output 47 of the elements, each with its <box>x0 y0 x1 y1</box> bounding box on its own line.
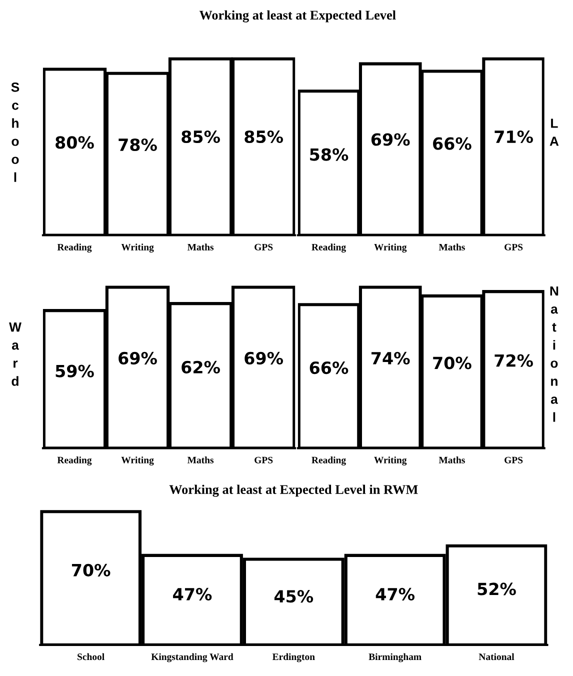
x-tick-label: Reading <box>57 456 92 466</box>
x-tick-label: Maths <box>438 244 465 250</box>
chart-title: Working at least at Expected Level in RWM <box>169 484 418 497</box>
x-tick-label: Maths <box>187 244 214 250</box>
data-label: 69% <box>371 133 410 146</box>
x-tick-label: GPS <box>504 244 523 250</box>
data-label: 66% <box>310 361 348 374</box>
x-tick-label: Reading <box>312 456 346 466</box>
data-label: 69% <box>244 352 283 364</box>
x-tick-label: National <box>478 653 514 660</box>
data-label: 70% <box>72 564 110 576</box>
data-label: 52% <box>478 582 516 596</box>
data-label: 59% <box>56 364 94 378</box>
data-label: 45% <box>274 590 314 603</box>
chart-title: Working at least at Expected Level <box>199 10 396 22</box>
data-label: 71% <box>494 130 533 144</box>
data-label: 62% <box>182 360 220 374</box>
x-tick-label: Birmingham <box>368 653 422 662</box>
x-tick-label: Writing <box>121 244 154 252</box>
data-label: 72% <box>494 354 533 367</box>
x-tick-label: Maths <box>438 456 465 464</box>
data-label: 47% <box>173 588 212 601</box>
x-tick-label: Writing <box>374 456 407 466</box>
y-axis-title: Ward <box>9 322 22 386</box>
x-tick-label: Maths <box>187 456 214 464</box>
x-tick-label: School <box>78 653 104 660</box>
x-tick-label: Reading <box>57 244 92 252</box>
x-tick-label: GPS <box>254 456 273 464</box>
x-tick-label: Erdington <box>272 653 315 662</box>
y-axis-title: School <box>11 82 20 182</box>
data-label: 78% <box>118 138 157 152</box>
data-label: 70% <box>433 356 472 370</box>
x-tick-label: GPS <box>504 456 523 464</box>
x-tick-label: Writing <box>374 244 407 252</box>
x-tick-label: Kingstanding Ward <box>151 653 234 662</box>
data-label: 80% <box>56 136 94 149</box>
data-label: 69% <box>118 352 157 364</box>
data-label: 47% <box>376 588 414 601</box>
data-label: 66% <box>433 137 472 150</box>
data-label: 74% <box>372 352 410 364</box>
data-label: 85% <box>182 130 220 144</box>
y2-axis-title: LA <box>550 118 559 146</box>
data-label: 85% <box>244 130 283 144</box>
data-label: 58% <box>310 148 348 161</box>
x-tick-label: GPS <box>254 244 273 250</box>
x-tick-label: Writing <box>121 456 154 466</box>
x-tick-label: Reading <box>312 244 346 252</box>
